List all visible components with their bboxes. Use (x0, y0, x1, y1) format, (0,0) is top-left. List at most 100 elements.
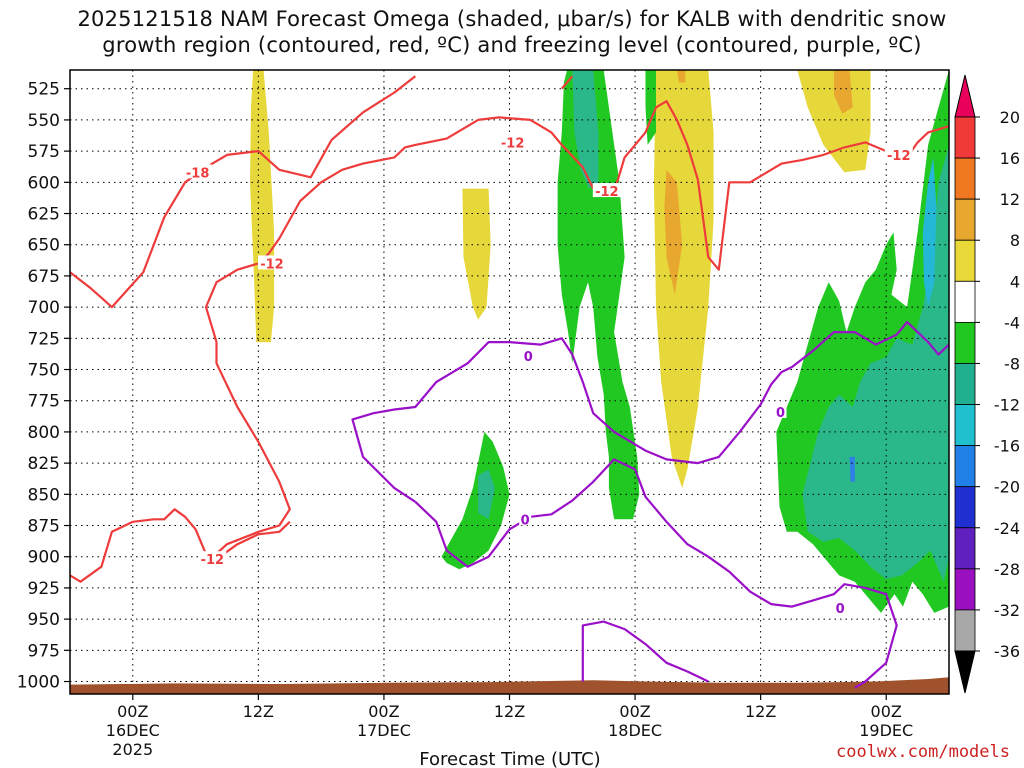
x-tick-label: 00Z (871, 702, 902, 721)
dgz-contour-0 (70, 75, 416, 309)
colorbar-label: 8 (1010, 231, 1020, 250)
omega-region-yellow-2 (653, 70, 714, 489)
colorbar-label: 16 (1000, 149, 1020, 168)
x-tick-label: 12Z (243, 702, 274, 721)
omega-region-green-10 (645, 70, 656, 145)
contour-label-9: 0 (836, 602, 845, 617)
colorbar-swatch (954, 404, 976, 447)
y-tick-label: 600 (28, 173, 60, 193)
x-tick-label: 00Z (619, 702, 650, 721)
colorbar-label: -24 (994, 519, 1020, 538)
x-tick-day: 16DEC (106, 721, 160, 740)
colorbar-label: -28 (994, 560, 1020, 579)
contour-label-bg-9 (834, 599, 847, 614)
colorbar-label: -20 (994, 478, 1020, 497)
contour-label-bg-1 (498, 134, 527, 149)
omega-region-green-11 (441, 431, 510, 570)
y-tick-label: 950 (28, 610, 60, 630)
chart-title-line2: growth region (contoured, red, ºC) and f… (102, 33, 922, 57)
x-tick-label: 12Z (494, 702, 525, 721)
contour-label-0: -18 (186, 166, 210, 181)
contour-label-bg-3 (198, 551, 227, 566)
colorbar-label: 20 (1000, 108, 1020, 127)
plot-area (70, 70, 949, 694)
y-tick-label: 825 (28, 454, 60, 474)
colorbar-label: -4 (1004, 313, 1020, 332)
y-tick-label: 625 (28, 205, 60, 225)
colorbar-swatch (954, 198, 976, 241)
ground-layer (70, 677, 949, 694)
omega-region-yellow-1 (462, 188, 491, 320)
contour-label-bg-6 (522, 347, 535, 362)
contour-label-3: -12 (201, 553, 225, 568)
freezing-contour-0 (351, 321, 949, 503)
x-tick-label: 12Z (745, 702, 776, 721)
colorbar-swatch (954, 363, 976, 405)
contour-label-6: 0 (524, 350, 533, 365)
omega-region-orange-3 (664, 169, 683, 295)
colorbar-swatch (954, 609, 976, 652)
x-tick-day: 17DEC (357, 721, 411, 740)
y-tick-label: 1000 (17, 673, 60, 693)
y-tick-label: 675 (28, 267, 60, 287)
colorbar-label: -12 (994, 396, 1020, 415)
y-tick-label: 975 (28, 641, 60, 661)
colorbar-swatch (954, 157, 976, 200)
contour-label-1: -12 (501, 136, 525, 151)
colorbar-label: -32 (994, 601, 1020, 620)
chart-title-line1: 2025121518 NAM Forecast Omega (shaded, μ… (77, 7, 947, 31)
y-tick-label: 900 (28, 548, 60, 568)
y-tick-label: 725 (28, 329, 60, 349)
colorbar-swatch (954, 116, 976, 159)
y-tick-label: 800 (28, 423, 60, 443)
colorbar-swatch (954, 280, 976, 323)
omega-region-green-8 (557, 70, 640, 520)
omega-region-orange-4 (676, 70, 686, 83)
colorbar-swatch (954, 486, 976, 529)
y-tick-label: 650 (28, 236, 60, 256)
x-tick-year: 2025 (112, 740, 153, 759)
omega-region-teal-12 (478, 469, 495, 520)
omega-region-teal-14 (802, 144, 949, 582)
x-tick-label: 00Z (368, 702, 399, 721)
omega-region-yellow-0 (250, 70, 275, 343)
colorbar-top-arrow (954, 74, 976, 118)
contour-label-8: 0 (776, 406, 785, 421)
contour-label-bg-2 (257, 255, 286, 270)
freezing-contour-2 (581, 620, 709, 683)
colorbar-swatch (954, 321, 976, 364)
contour-label-bg-4 (592, 183, 621, 198)
omega-region-teal-9 (572, 70, 599, 189)
y-tick-label: 550 (28, 111, 60, 131)
contour-label-7: 0 (521, 513, 530, 528)
colorbar-label: -16 (994, 437, 1020, 456)
colorbar-swatch (954, 445, 976, 488)
x-axis-label: Forecast Time (UTC) (419, 749, 600, 768)
omega-region-cyan-15 (922, 157, 937, 308)
x-tick-day: 18DEC (608, 721, 662, 740)
y-tick-label: 775 (28, 392, 60, 412)
y-tick-label: 750 (28, 361, 60, 381)
omega-region-orange-6 (833, 70, 853, 114)
x-tick-day: 19DEC (859, 721, 913, 740)
y-tick-label: 925 (28, 579, 60, 599)
contour-label-5: -12 (887, 149, 911, 164)
dgz-contour-2 (70, 508, 291, 583)
omega-region-yellow-5 (797, 70, 871, 173)
temperature-contours (70, 75, 949, 689)
colorbar-swatch (954, 527, 976, 570)
dgz-contour-4 (560, 75, 574, 90)
omega-region-blue-16 (849, 456, 855, 482)
y-tick-label: 875 (28, 517, 60, 537)
freezing-contour-1 (414, 458, 898, 689)
colorbar: 20 16 12 8 4 -4 -8 -12 -16 -20 -24 -28 -32 -36 (954, 74, 1020, 694)
ground-fill (70, 677, 949, 694)
colorbar-label: 12 (1000, 190, 1020, 209)
contour-label-bg-5 (884, 146, 913, 161)
y-tick-label: 700 (28, 298, 60, 318)
colorbar-label: 4 (1010, 272, 1020, 291)
y-axis: 525 550 575 600 625 650 675 700 725 750 775 800 825 8… (17, 80, 70, 693)
credit-text: coolwx.com/models (836, 742, 1010, 762)
